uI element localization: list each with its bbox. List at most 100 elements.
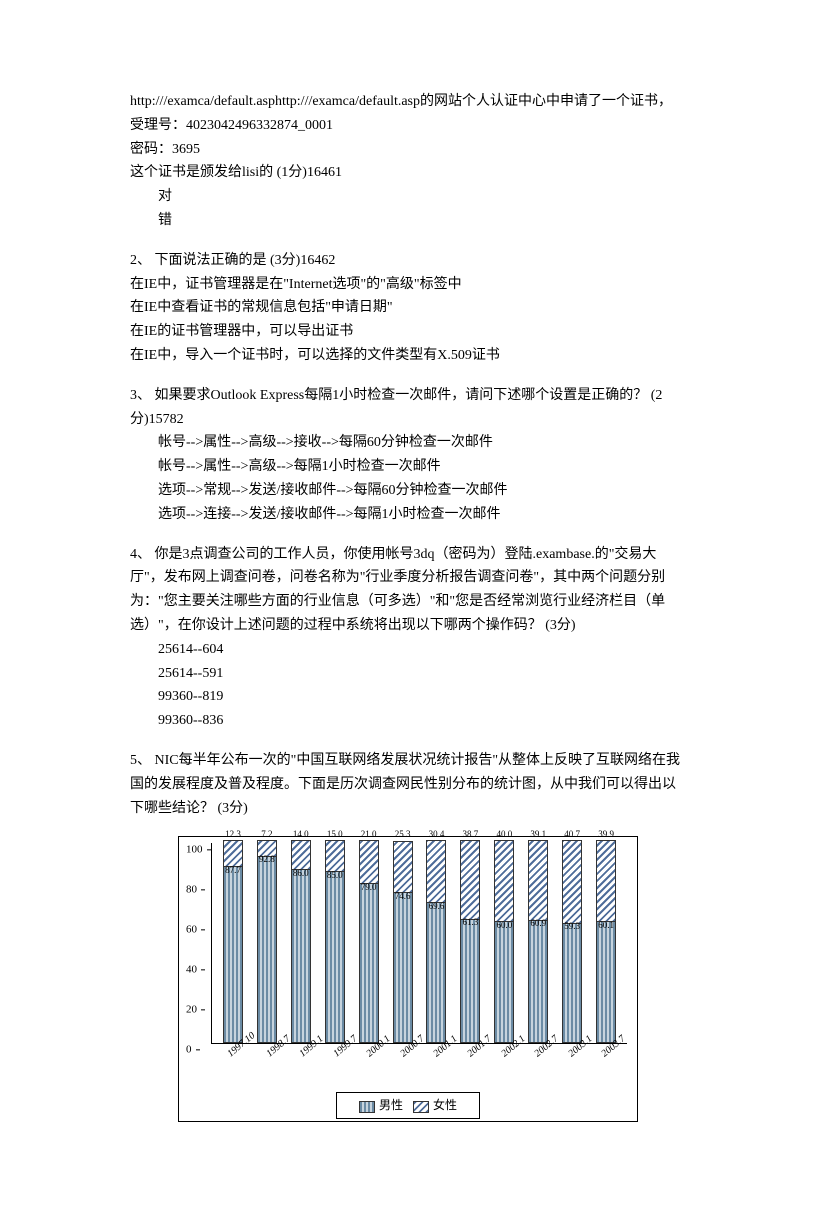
chart-legend: 男性 女性	[336, 1092, 480, 1118]
chart-bar-column: 25.374.6	[386, 843, 420, 1043]
bar-seg-female	[460, 840, 480, 918]
q1-line: 密码：3695	[130, 138, 686, 162]
q4-option: 25614--591	[130, 662, 686, 686]
chart-bar-column: 12.387.7	[216, 843, 250, 1043]
chart-bar-column: 39.160.9	[521, 843, 555, 1043]
bar-label-female: 25.3	[395, 827, 411, 842]
bar-seg-male	[393, 892, 413, 1043]
question-5: 5、 NIC每半年公布一次的"中国互联网络发展状况统计报告"从整体上反映了互联网…	[130, 749, 686, 820]
bar-label-female: 38.7	[463, 827, 479, 842]
bar-seg-female	[528, 840, 548, 919]
q3-option: 选项-->连接-->发送/接收邮件-->每隔1小时检查一次邮件	[130, 503, 686, 527]
bar-seg-male	[528, 920, 548, 1044]
gender-chart: 12.387.7 7.292.8 14.086.0 15.085.0 21.079.0 2…	[178, 836, 638, 1121]
bar-seg-female	[291, 840, 311, 869]
bar-seg-female	[325, 840, 345, 871]
bar-seg-male	[257, 856, 277, 1044]
bar-label-female: 14.0	[293, 827, 309, 842]
chart-bar-column: 30.469.6	[420, 843, 454, 1043]
bar-label-male: 87.7	[225, 863, 241, 878]
q4-option: 25614--604	[130, 638, 686, 662]
legend-female-label: 女性	[433, 1098, 457, 1112]
chart-bar: 30.469.6	[426, 840, 446, 1043]
bar-seg-female	[359, 840, 379, 883]
chart-bar: 7.292.8	[257, 840, 277, 1043]
chart-bar: 39.960.1	[596, 840, 616, 1043]
chart-bar-column: 14.086.0	[284, 843, 318, 1043]
chart-bar: 40.759.3	[562, 840, 582, 1043]
chart-bar: 12.387.7	[223, 840, 243, 1043]
chart-x-labels: 1997.101998.71999.11999.72000.12000.7200…	[211, 1048, 627, 1086]
q1-option: 对	[130, 185, 686, 209]
chart-plot-area: 12.387.7 7.292.8 14.086.0 15.085.0 21.079.0 2…	[211, 843, 627, 1044]
bar-label-female: 21.0	[361, 827, 377, 842]
question-2: 2、 下面说法正确的是 (3分)16462 在IE中，证书管理器是在"Inter…	[130, 249, 686, 368]
chart-ytick: 20	[186, 1000, 197, 1019]
bar-seg-male	[596, 921, 616, 1043]
bar-label-female: 39.9	[598, 827, 614, 842]
chart-bar: 39.160.9	[528, 840, 548, 1043]
bar-label-male: 74.6	[395, 889, 411, 904]
legend-female: 女性	[413, 1095, 457, 1115]
q5-head: 5、 NIC每半年公布一次的"中国互联网络发展状况统计报告"从整体上反映了互联网…	[130, 749, 686, 820]
bar-label-male: 85.0	[327, 868, 343, 883]
bar-seg-male	[562, 923, 582, 1044]
bar-label-female: 40.0	[496, 827, 512, 842]
q2-option: 在IE中，导入一个证书时，可以选择的文件类型有X.509证书	[130, 344, 686, 368]
q2-head: 2、 下面说法正确的是 (3分)16462	[130, 249, 686, 273]
q1-option: 错	[130, 209, 686, 233]
bar-seg-male	[359, 883, 379, 1043]
question-4: 4、 你是3点调查公司的工作人员，你使用帐号3dq（密码为）登陆.exambas…	[130, 543, 686, 733]
chart-bar: 40.060.0	[494, 840, 514, 1043]
q2-option: 在IE的证书管理器中，可以导出证书	[130, 320, 686, 344]
chart-box: 12.387.7 7.292.8 14.086.0 15.085.0 21.079.0 2…	[178, 836, 638, 1121]
legend-female-swatch	[413, 1101, 429, 1113]
legend-male: 男性	[359, 1095, 403, 1115]
q3-option: 帐号-->属性-->高级-->接收-->每隔60分钟检查一次邮件	[130, 431, 686, 455]
q4-option: 99360--836	[130, 709, 686, 733]
bar-label-male: 61.3	[463, 915, 479, 930]
bar-label-male: 86.0	[293, 866, 309, 881]
chart-bar: 21.079.0	[359, 840, 379, 1043]
legend-male-label: 男性	[379, 1098, 403, 1112]
chart-ytick: 100	[186, 840, 203, 859]
bar-seg-male	[223, 866, 243, 1043]
bar-label-male: 60.1	[598, 918, 614, 933]
chart-bar: 38.761.3	[460, 840, 480, 1043]
legend-male-swatch	[359, 1101, 375, 1113]
q3-option: 选项-->常规-->发送/接收邮件-->每隔60分钟检查一次邮件	[130, 479, 686, 503]
question-3: 3、 如果要求Outlook Express每隔1小时检查一次邮件，请问下述哪个…	[130, 384, 686, 527]
bar-label-male: 59.3	[564, 919, 580, 934]
q4-option: 99360--819	[130, 685, 686, 709]
bar-label-female: 12.3	[225, 827, 241, 842]
chart-bar-column: 40.060.0	[487, 843, 521, 1043]
bar-label-male: 60.9	[530, 916, 546, 931]
q2-option: 在IE中，证书管理器是在"Internet选项"的"高级"标签中	[130, 273, 686, 297]
bar-label-female: 15.0	[327, 827, 343, 842]
bar-seg-male	[460, 919, 480, 1044]
q4-head: 4、 你是3点调查公司的工作人员，你使用帐号3dq（密码为）登陆.exambas…	[130, 543, 686, 638]
bar-label-female: 30.4	[429, 827, 445, 842]
chart-bar: 14.086.0	[291, 840, 311, 1043]
bar-seg-male	[426, 902, 446, 1043]
chart-bar-column: 40.759.3	[555, 843, 589, 1043]
q1-line: 这个证书是颁发给lisi的 (1分)16461	[130, 161, 686, 185]
bar-seg-female	[426, 840, 446, 902]
chart-ytick: 80	[186, 880, 197, 899]
bar-seg-male	[494, 921, 514, 1043]
q3-option: 帐号-->属性-->高级-->每隔1小时检查一次邮件	[130, 455, 686, 479]
bar-seg-female	[596, 840, 616, 921]
q1-line: 受理号：4023042496332874_0001	[130, 114, 686, 138]
bar-seg-female	[562, 840, 582, 922]
chart-bar-column: 21.079.0	[352, 843, 386, 1043]
bar-label-female: 40.7	[564, 827, 580, 842]
bar-label-male: 69.6	[429, 899, 445, 914]
chart-bar: 25.374.6	[393, 841, 413, 1044]
bar-label-female: 7.2	[261, 827, 272, 842]
chart-bar: 15.085.0	[325, 840, 345, 1043]
bar-label-female: 39.1	[530, 827, 546, 842]
chart-bar-column: 39.960.1	[589, 843, 623, 1043]
bar-seg-female	[494, 840, 514, 921]
bar-seg-male	[325, 871, 345, 1043]
q2-option: 在IE中查看证书的常规信息包括"申请日期"	[130, 296, 686, 320]
